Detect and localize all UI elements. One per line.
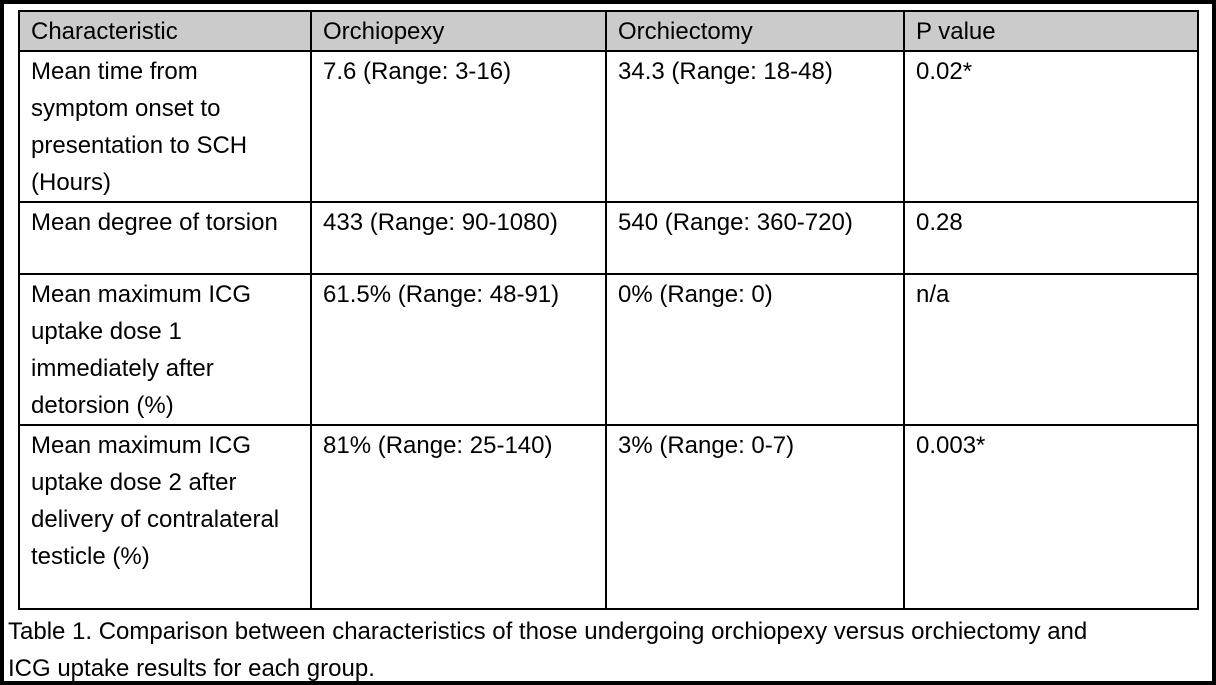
cell-characteristic: Mean degree of torsion bbox=[18, 201, 312, 275]
cell-characteristic: Mean maximum ICG uptake dose 1 immediate… bbox=[18, 273, 312, 426]
column-header-orchiectomy: Orchiectomy bbox=[605, 10, 905, 52]
caption-line-1: Table 1. Comparison between characterist… bbox=[8, 618, 1088, 645]
cell-orchiectomy-value: 3% (Range: 0-7) bbox=[605, 424, 905, 610]
cell-orchiopexy-value: 7.6 (Range: 3-16) bbox=[310, 50, 607, 203]
cell-orchiectomy-value: 34.3 (Range: 18-48) bbox=[605, 50, 905, 203]
cell-p-value: 0.28 bbox=[903, 201, 1199, 275]
column-header-p-value: P value bbox=[903, 10, 1199, 52]
cell-characteristic: Mean time from symptom onset to presenta… bbox=[18, 50, 312, 203]
table-row: Mean maximum ICG uptake dose 2 after del… bbox=[18, 424, 1199, 610]
cell-characteristic: Mean maximum ICG uptake dose 2 after del… bbox=[18, 424, 312, 610]
cell-orchiopexy-value: 81% (Range: 25-140) bbox=[310, 424, 607, 610]
table-row: Mean maximum ICG uptake dose 1 immediate… bbox=[18, 273, 1199, 426]
cell-orchiopexy-value: 433 (Range: 90-1080) bbox=[310, 201, 607, 275]
cell-orchiectomy-value: 540 (Range: 360-720) bbox=[605, 201, 905, 275]
comparison-table: Characteristic Orchiopexy Orchiectomy P … bbox=[18, 10, 1199, 610]
table-row: Mean degree of torsion 433 (Range: 90-10… bbox=[18, 201, 1199, 275]
table-row: Mean time from symptom onset to presenta… bbox=[18, 50, 1199, 203]
cell-orchiopexy-value: 61.5% (Range: 48-91) bbox=[310, 273, 607, 426]
table-header-row: Characteristic Orchiopexy Orchiectomy P … bbox=[18, 10, 1199, 52]
column-header-orchiopexy: Orchiopexy bbox=[310, 10, 607, 52]
cell-p-value: 0.003* bbox=[903, 424, 1199, 610]
cell-p-value: 0.02* bbox=[903, 50, 1199, 203]
table-caption: Table 1. Comparison between characterist… bbox=[8, 613, 1198, 682]
cell-orchiectomy-value: 0% (Range: 0) bbox=[605, 273, 905, 426]
column-header-characteristic: Characteristic bbox=[18, 10, 312, 52]
cell-p-value: n/a bbox=[903, 273, 1199, 426]
caption-line-2: ICG uptake results for each group. bbox=[8, 655, 375, 682]
